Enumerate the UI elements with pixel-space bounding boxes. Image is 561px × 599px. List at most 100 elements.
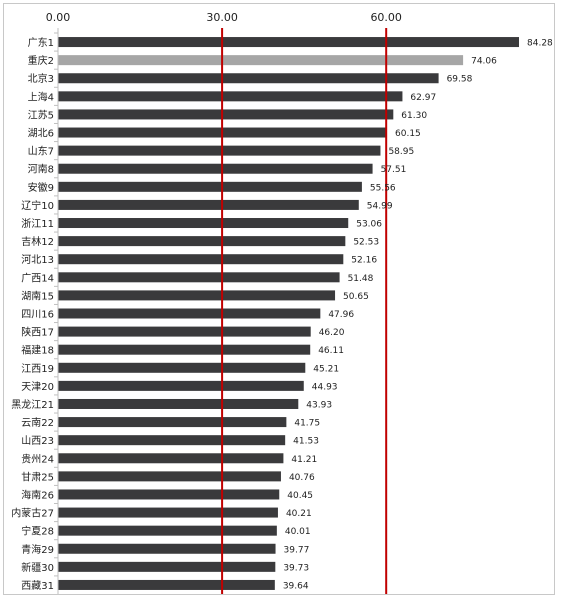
bar: [58, 543, 276, 554]
category-label: 吉林12: [21, 235, 54, 248]
bar: [58, 290, 336, 301]
bar: [58, 272, 340, 283]
value-label: 46.11: [318, 346, 344, 356]
value-label: 46.20: [319, 328, 345, 338]
value-label: 54.99: [367, 201, 393, 211]
category-label: 新疆30: [21, 561, 54, 574]
category-label: 甘肃25: [21, 470, 54, 483]
category-label: 海南26: [21, 488, 54, 501]
bar: [58, 525, 277, 536]
category-label: 四川16: [21, 310, 54, 321]
bar: [58, 344, 311, 355]
category-label: 贵州24: [21, 452, 54, 465]
value-label: 55.56: [370, 183, 396, 193]
bar: [58, 181, 362, 192]
value-label: 62.97: [410, 93, 436, 103]
category-label: 上海4: [28, 90, 54, 103]
reference-lines: [221, 28, 388, 594]
value-labels: 84.28 74.06 69.58 62.97 61.30 60.15 58.95 57.51…: [283, 39, 553, 592]
bar: [58, 218, 349, 229]
category-label: 北京3: [28, 72, 54, 85]
bar: [58, 380, 304, 391]
category-label: 重庆2: [28, 54, 54, 67]
bar: [58, 55, 464, 66]
y-axis: [54, 28, 59, 594]
value-label: 51.48: [348, 274, 374, 284]
value-label: 69.58: [447, 75, 473, 85]
bar: [58, 254, 344, 265]
bar: [58, 561, 276, 572]
value-label: 45.21: [313, 364, 339, 374]
bar: [58, 398, 299, 409]
category-label: 西藏31: [21, 580, 54, 592]
value-label: 60.15: [395, 129, 421, 139]
chart-frame: [3, 3, 555, 595]
bar: [58, 37, 519, 48]
value-label: 61.30: [401, 111, 427, 121]
bar: [58, 236, 346, 247]
value-label: 47.96: [328, 310, 354, 320]
bar: [58, 489, 280, 500]
bar: [58, 417, 287, 428]
category-label: 内蒙古27: [11, 507, 54, 520]
category-label: 广西14: [21, 272, 54, 284]
value-label: 40.01: [285, 527, 311, 537]
bar: [58, 435, 286, 446]
value-label: 39.73: [283, 563, 309, 573]
bar: [58, 453, 284, 464]
x-axis-ticks: 0.00 30.00 60.00: [46, 11, 402, 24]
x-tick-label: 0.00: [46, 11, 71, 24]
category-label: 天津20: [21, 381, 54, 393]
category-label: 湖南15: [21, 289, 54, 302]
value-label: 74.06: [471, 57, 497, 67]
category-label: 辽宁10: [21, 199, 54, 212]
value-label: 40.45: [287, 491, 313, 501]
value-label: 39.77: [284, 545, 310, 555]
value-label: 43.93: [306, 400, 332, 410]
value-label: 57.51: [381, 165, 407, 175]
category-label: 陕西17: [21, 326, 54, 339]
bar: [58, 163, 373, 174]
value-label: 41.53: [293, 437, 319, 447]
bar: [58, 326, 311, 337]
x-tick-label: 30.00: [206, 11, 238, 24]
category-label: 河北13: [21, 254, 54, 266]
bar: [58, 471, 281, 482]
value-label: 50.65: [343, 292, 369, 302]
value-label: 39.64: [283, 581, 309, 591]
value-label: 40.76: [289, 473, 315, 483]
bar: [58, 308, 321, 319]
bar: [58, 91, 403, 102]
category-label: 宁夏28: [21, 525, 54, 538]
value-label: 52.16: [351, 256, 377, 266]
category-label: 青海29: [21, 543, 54, 556]
bar: [58, 579, 275, 590]
bar: [58, 73, 439, 84]
value-label: 41.75: [294, 419, 320, 429]
value-label: 40.21: [286, 509, 312, 519]
category-label: 广东1: [28, 36, 54, 49]
category-label: 山东7: [28, 145, 54, 158]
category-label: 云南22: [21, 416, 54, 429]
bar: [58, 109, 394, 120]
bars: [58, 37, 519, 590]
category-label: 黑龙江21: [11, 398, 54, 411]
category-label: 江西19: [21, 363, 54, 375]
category-label: 安徽9: [28, 181, 54, 194]
value-label: 41.21: [291, 455, 317, 465]
category-label: 河南8: [28, 163, 54, 176]
bar: [58, 145, 381, 156]
category-label: 福建18: [21, 344, 54, 357]
bar: [58, 362, 306, 373]
x-tick-label: 60.00: [370, 11, 402, 24]
category-labels: 广东1 重庆2 北京3 上海4 江苏5 湖北6 山东7 河南8 安徽9 辽宁10 浙江11 吉林12 河…: [11, 36, 54, 592]
value-label: 44.93: [312, 382, 338, 392]
category-label: 浙江11: [21, 218, 54, 230]
bar: [58, 507, 278, 518]
value-label: 52.53: [353, 238, 379, 248]
category-label: 湖北6: [28, 128, 54, 140]
value-label: 53.06: [356, 220, 382, 230]
category-label: 江苏5: [28, 108, 54, 121]
bar: [58, 199, 359, 210]
